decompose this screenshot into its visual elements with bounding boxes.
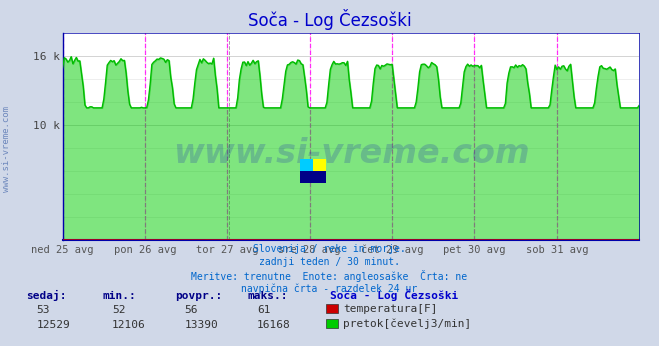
Text: 56: 56 [185, 304, 198, 315]
Text: zadnji teden / 30 minut.: zadnji teden / 30 minut. [259, 257, 400, 267]
Text: 16168: 16168 [257, 319, 291, 329]
Text: sedaj:: sedaj: [26, 290, 67, 301]
Bar [313, 159, 326, 171]
Text: Slovenija / reke in morje.: Slovenija / reke in morje. [253, 244, 406, 254]
Text: 52: 52 [112, 304, 125, 315]
Text: 12529: 12529 [36, 319, 70, 329]
Text: navpična črta - razdelek 24 ur: navpična črta - razdelek 24 ur [241, 283, 418, 294]
Text: Soča - Log Čezsoški: Soča - Log Čezsoški [330, 289, 458, 301]
Text: Meritve: trenutne  Enote: angleosaške  Črta: ne: Meritve: trenutne Enote: angleosaške Črt… [191, 270, 468, 282]
Text: maks.:: maks.: [247, 291, 287, 301]
Bar [300, 171, 313, 183]
Text: 61: 61 [257, 304, 270, 315]
Text: min.:: min.: [102, 291, 136, 301]
Text: 12106: 12106 [112, 319, 146, 329]
Text: 53: 53 [36, 304, 49, 315]
Text: temperatura[F]: temperatura[F] [343, 304, 438, 314]
Text: pretok[čevelj3/min]: pretok[čevelj3/min] [343, 318, 472, 329]
Text: www.si-vreme.com: www.si-vreme.com [173, 137, 529, 170]
Text: 13390: 13390 [185, 319, 218, 329]
Text: Soča - Log Čezsoški: Soča - Log Čezsoški [248, 9, 411, 30]
Bar [313, 171, 326, 183]
Text: povpr.:: povpr.: [175, 291, 222, 301]
Text: www.si-vreme.com: www.si-vreme.com [2, 106, 11, 192]
Bar [300, 159, 313, 171]
